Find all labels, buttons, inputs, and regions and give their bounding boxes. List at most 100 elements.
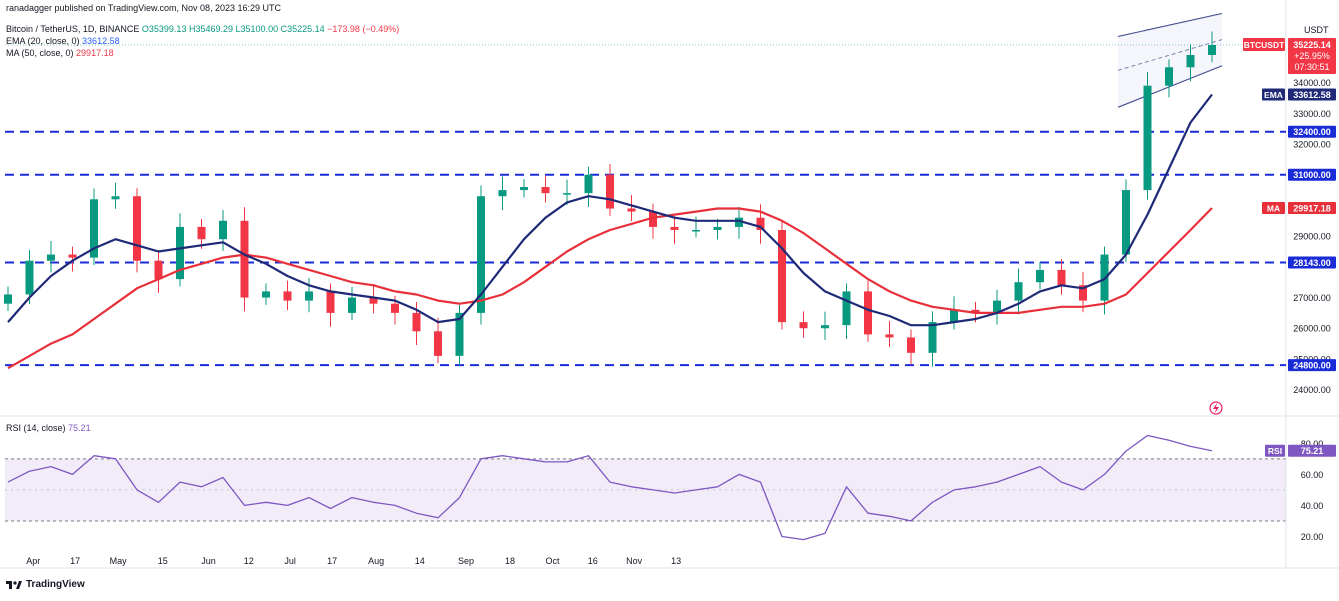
date-tick-label: 15 bbox=[158, 556, 168, 566]
flash-icon bbox=[1209, 401, 1223, 415]
candle-body bbox=[1143, 85, 1152, 191]
candle-body bbox=[993, 300, 1001, 313]
candle-body bbox=[670, 226, 679, 230]
currency-label: USDT bbox=[1304, 25, 1329, 35]
channel-fill bbox=[1118, 13, 1222, 108]
rsi-tick-label: 60.00 bbox=[1301, 470, 1324, 480]
candle-body bbox=[799, 322, 808, 329]
candle-body bbox=[4, 294, 12, 304]
channel-layer bbox=[1117, 12, 1223, 108]
candle-body bbox=[240, 220, 249, 298]
candle-body bbox=[498, 190, 507, 197]
candle-body bbox=[283, 291, 292, 301]
rsi-value-label: 75.21 bbox=[1301, 446, 1324, 456]
rsi-legend-value: 75.21 bbox=[68, 423, 91, 433]
last-price-badge-text: 35225.14 bbox=[1293, 40, 1331, 50]
candle-body bbox=[25, 260, 34, 295]
price-tick-label: 32000.00 bbox=[1293, 140, 1331, 150]
candle-body bbox=[369, 297, 378, 304]
date-tick-label: Aug bbox=[368, 556, 384, 566]
ma-legend-value: 29917.18 bbox=[76, 48, 114, 58]
attribution: ranadagger published on TradingView.com,… bbox=[6, 3, 282, 13]
ma-legend-label: MA (50, close, 0) bbox=[6, 48, 74, 58]
flash-icon-ring bbox=[1209, 401, 1223, 415]
candle-body bbox=[885, 334, 894, 338]
rsi-tag bbox=[1265, 444, 1285, 457]
flash-icon-bolt bbox=[1213, 403, 1219, 413]
price-tick-label: 33000.00 bbox=[1293, 109, 1331, 119]
candle-body bbox=[1186, 54, 1195, 68]
ohlc-high: H35469.29 bbox=[188, 24, 234, 34]
grid-layer bbox=[0, 0, 1339, 569]
candle-body bbox=[348, 297, 356, 313]
level-badge bbox=[1288, 359, 1336, 372]
candle-body bbox=[477, 196, 485, 313]
candle-body bbox=[305, 291, 313, 301]
symbol-header: Bitcoin / TetherUS, 1D, BINANCE O35399.1… bbox=[6, 24, 399, 35]
level-badge-label: 32400.00 bbox=[1293, 127, 1331, 137]
date-tick-label: May bbox=[110, 556, 128, 566]
candle-body bbox=[563, 193, 571, 195]
candle-body bbox=[864, 291, 872, 335]
ohlc-low: L35100.00 bbox=[235, 24, 279, 34]
rsi-tag-label: RSI bbox=[1268, 446, 1282, 456]
price-tick-label: 26000.00 bbox=[1293, 324, 1331, 334]
candle-body bbox=[1014, 282, 1023, 301]
badge-layer: 32400.00 31000.00 28143.00 24800.00 BTCUSDT 3… bbox=[1209, 38, 1336, 457]
candle-body bbox=[326, 291, 335, 313]
ma-legend[interactable]: MA (50, close, 0) 29917.18 bbox=[6, 48, 114, 59]
candle-body bbox=[584, 174, 593, 194]
price-tick-label: 34000.00 bbox=[1293, 78, 1331, 88]
ohlc-open: O35399.13 bbox=[141, 24, 187, 34]
candle-body bbox=[262, 291, 270, 298]
candle-body bbox=[219, 220, 227, 240]
date-tick-label: Nov bbox=[626, 556, 643, 566]
date-tick-label: 14 bbox=[415, 556, 425, 566]
last-price-badge-text: +25.95% bbox=[1294, 51, 1330, 61]
ema-legend[interactable]: EMA (20, close, 0) 33612.58 bbox=[6, 36, 120, 47]
candle-body bbox=[649, 211, 657, 227]
symbol-badge-label: BTCUSDT bbox=[1244, 40, 1285, 50]
symbol-badge bbox=[1243, 38, 1285, 52]
candle-body bbox=[47, 254, 55, 261]
price-tick-label: 24000.00 bbox=[1293, 385, 1331, 395]
ma-badge-value-label: 29917.18 bbox=[1293, 203, 1331, 213]
ema-legend-value: 33612.58 bbox=[82, 36, 120, 46]
ema-badge-value-badge bbox=[1288, 88, 1336, 101]
symbol-line: Bitcoin / TetherUS, 1D, BINANCE bbox=[6, 24, 140, 34]
rsi-legend-label: RSI (14, close) bbox=[6, 423, 66, 433]
rsi-legend[interactable]: RSI (14, close) 75.21 bbox=[6, 423, 91, 434]
ema-badge-value-label: 33612.58 bbox=[1293, 90, 1331, 100]
rsi-tick-label: 40.00 bbox=[1301, 501, 1324, 511]
date-tick-label: 17 bbox=[327, 556, 337, 566]
level-badge-label: 31000.00 bbox=[1293, 170, 1331, 180]
date-tick-label: 17 bbox=[70, 556, 80, 566]
rsi-value-badge bbox=[1288, 444, 1336, 457]
candle-body bbox=[541, 187, 550, 194]
rsi-tick-label: 20.00 bbox=[1301, 532, 1324, 542]
candle-body bbox=[713, 226, 722, 230]
candle-body bbox=[154, 260, 163, 280]
candle-body bbox=[821, 325, 829, 329]
candle-body bbox=[692, 229, 700, 232]
date-tick-label: 12 bbox=[244, 556, 254, 566]
candle-body bbox=[176, 226, 184, 280]
attribution-text: ranadagger published on TradingView.com,… bbox=[6, 3, 281, 14]
ohlc-close: C35225.14 bbox=[280, 24, 325, 34]
ma-badge-tag bbox=[1262, 201, 1285, 214]
date-tick-label: 18 bbox=[505, 556, 515, 566]
level-badge bbox=[1288, 125, 1336, 138]
level-layer bbox=[5, 130, 1286, 367]
candle-body bbox=[778, 229, 786, 323]
candle-body bbox=[907, 337, 915, 353]
axis-layer: 34000.00 33000.00 32000.00 29000.00 27000.00… bbox=[26, 25, 1331, 566]
tradingview-logo[interactable]: TradingView bbox=[6, 579, 85, 590]
price-tick-label: 29000.00 bbox=[1293, 232, 1331, 242]
date-tick-label: 16 bbox=[588, 556, 598, 566]
candle-body bbox=[606, 174, 614, 209]
ema-badge-tag bbox=[1262, 88, 1285, 101]
candle-body bbox=[391, 303, 399, 313]
last-price-badge-text: 07:30:51 bbox=[1294, 62, 1329, 72]
